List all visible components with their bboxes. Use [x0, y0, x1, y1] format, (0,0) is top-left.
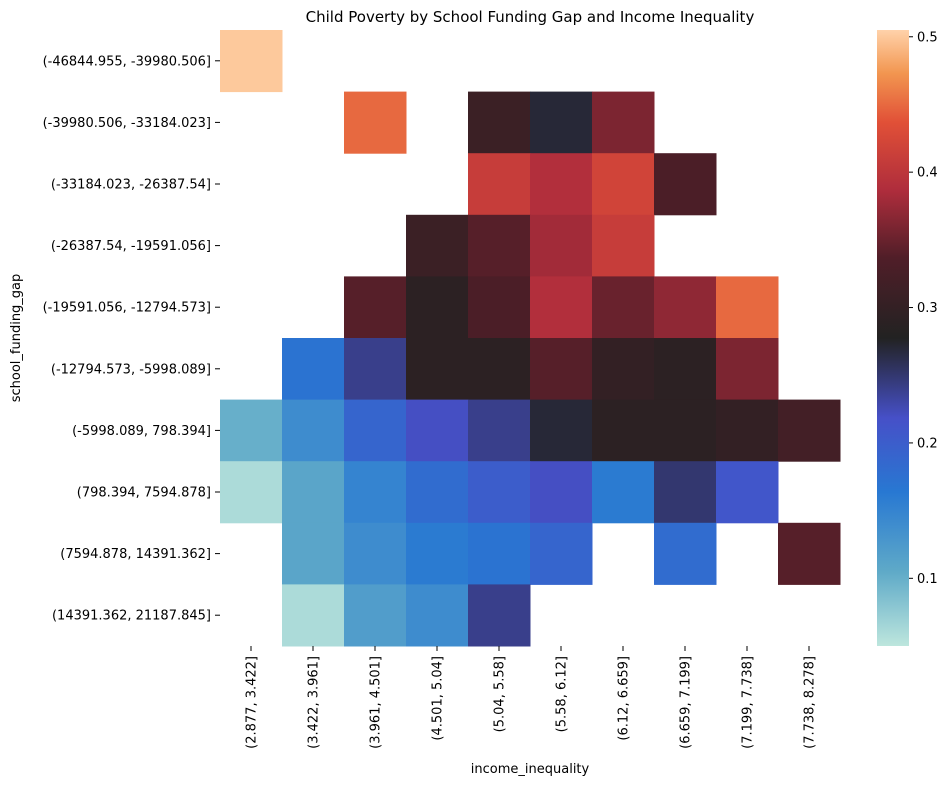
heatmap-cell — [468, 91, 531, 154]
x-tick-label: (2.877, 3.422] — [245, 656, 260, 749]
heatmap-cell — [530, 276, 593, 339]
heatmap-cell — [406, 338, 469, 401]
heatmap-cell — [468, 153, 531, 216]
heatmap-cell — [220, 461, 283, 524]
heatmap-cell — [468, 276, 531, 339]
colorbar-tick-label: 0.2 — [917, 436, 938, 451]
x-tick-label: (5.58, 6.12] — [555, 656, 570, 732]
heatmap-cell — [592, 399, 655, 462]
heatmap-cell — [468, 584, 531, 647]
x-tick-label: (7.199, 7.738] — [741, 656, 756, 749]
heatmap-cell — [344, 276, 407, 339]
colorbar-tick-label: 0.1 — [917, 572, 938, 587]
heatmap-cell — [654, 461, 717, 524]
y-axis-label: school_funding_gap — [9, 274, 24, 403]
heatmap-cell — [220, 30, 283, 93]
heatmap-cells — [220, 30, 841, 647]
y-tick-label: (14391.362, 21187.845] — [52, 609, 211, 624]
heatmap-cell — [654, 522, 717, 585]
x-tick-label: (5.04, 5.58] — [493, 656, 508, 732]
colorbar-ticks: 0.1 0.2 0.3 0.4 0.5 — [909, 30, 938, 587]
x-tick-label: (3.422, 3.961] — [307, 656, 322, 749]
y-tick-label: (7594.878, 14391.362] — [60, 547, 211, 562]
heatmap-cell — [592, 91, 655, 154]
y-tick-label: (798.394, 7594.878] — [77, 486, 211, 501]
heatmap-cell — [282, 522, 345, 585]
heatmap-cell — [530, 338, 593, 401]
heatmap-cell — [592, 338, 655, 401]
heatmap-cell — [406, 461, 469, 524]
colorbar — [877, 30, 909, 646]
heatmap-cell — [592, 153, 655, 216]
y-tick-label: (-12794.573, -5998.089] — [51, 362, 211, 377]
heatmap-cell — [468, 214, 531, 277]
heatmap-cell — [282, 461, 345, 524]
heatmap-cell — [406, 399, 469, 462]
x-tick-label: (7.738, 8.278] — [803, 656, 818, 749]
colorbar-tick-label: 0.3 — [917, 301, 938, 316]
y-tick-label: (-33184.023, -26387.54] — [51, 178, 211, 193]
y-tick-label: (-26387.54, -19591.056] — [51, 239, 211, 254]
x-tick-label: (4.501, 5.04] — [431, 656, 446, 741]
heatmap-cell — [282, 399, 345, 462]
x-tick-label: (6.12, 6.659] — [617, 656, 632, 741]
y-axis-ticks: (-46844.955, -39980.506] (-39980.506, -33… — [43, 54, 220, 624]
heatmap-cell — [716, 399, 779, 462]
colorbar-tick-label: 0.5 — [917, 30, 938, 45]
heatmap-cell — [778, 399, 841, 462]
heatmap-cell — [530, 153, 593, 216]
x-axis-label: income_inequality — [471, 762, 590, 777]
heatmap-cell — [530, 214, 593, 277]
heatmap-cell — [468, 461, 531, 524]
heatmap-cell — [654, 338, 717, 401]
x-axis-ticks: (2.877, 3.422] (3.422, 3.961] (3.961, 4.50… — [245, 646, 818, 749]
heatmap-cell — [344, 461, 407, 524]
heatmap-cell — [220, 399, 283, 462]
colorbar-tick-label: 0.4 — [917, 166, 938, 181]
y-tick-label: (-5998.089, 798.394] — [72, 424, 211, 439]
y-tick-label: (-39980.506, -33184.023] — [43, 116, 211, 131]
heatmap-cell — [654, 276, 717, 339]
heatmap-cell — [592, 214, 655, 277]
y-tick-label: (-19591.056, -12794.573] — [43, 301, 211, 316]
heatmap-cell — [344, 399, 407, 462]
heatmap-cell — [468, 338, 531, 401]
heatmap-cell — [468, 522, 531, 585]
heatmap-cell — [406, 276, 469, 339]
heatmap-cell — [406, 584, 469, 647]
heatmap-cell — [716, 338, 779, 401]
heatmap-cell — [344, 338, 407, 401]
x-tick-label: (3.961, 4.501] — [369, 656, 384, 749]
heatmap-cell — [344, 584, 407, 647]
heatmap-cell — [530, 91, 593, 154]
heatmap-cell — [716, 276, 779, 339]
heatmap-cell — [778, 522, 841, 585]
heatmap-cell — [530, 399, 593, 462]
heatmap-cell — [716, 461, 779, 524]
heatmap-cell — [406, 214, 469, 277]
heatmap-cell — [282, 584, 345, 647]
chart-title: Child Poverty by School Funding Gap and … — [306, 8, 755, 26]
heatmap-cell — [344, 522, 407, 585]
heatmap-cell — [592, 276, 655, 339]
heatmap-cell — [282, 338, 345, 401]
heatmap-cell — [406, 522, 469, 585]
heatmap-cell — [344, 91, 407, 154]
heatmap-cell — [530, 461, 593, 524]
heatmap-cell — [468, 399, 531, 462]
x-tick-label: (6.659, 7.199] — [679, 656, 694, 749]
heatmap-cell — [654, 153, 717, 216]
heatmap-cell — [654, 399, 717, 462]
heatmap-cell — [592, 461, 655, 524]
y-tick-label: (-46844.955, -39980.506] — [43, 54, 211, 69]
heatmap-cell — [530, 522, 593, 585]
